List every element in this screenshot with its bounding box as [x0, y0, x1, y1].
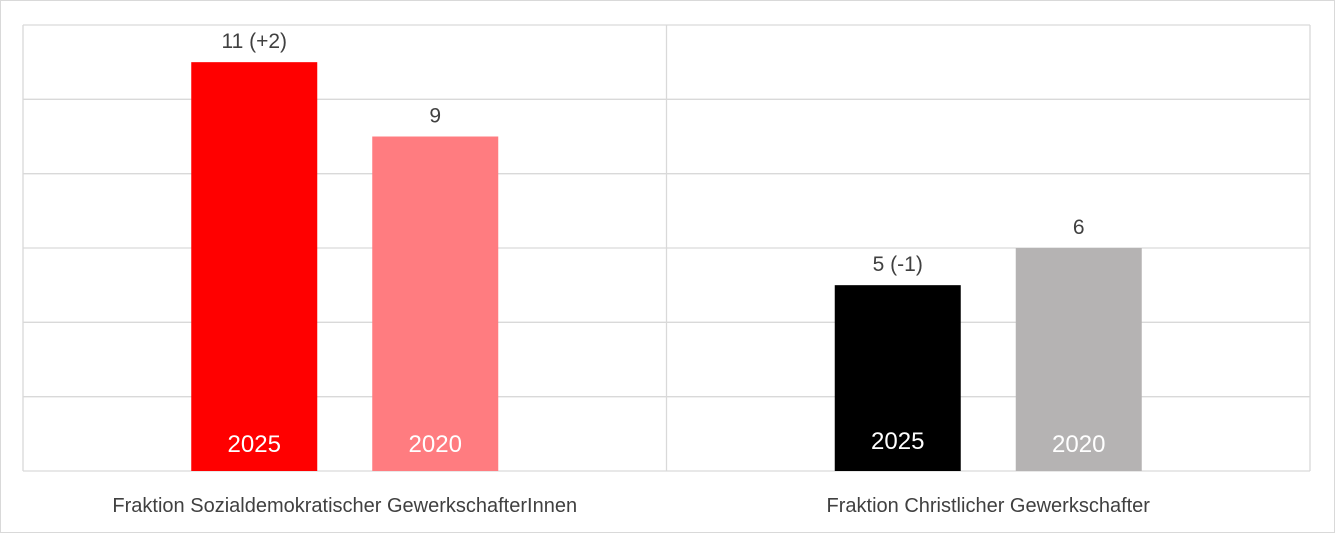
bar-2025 — [834, 285, 961, 471]
bar-value-label: 11 (+2) — [221, 30, 287, 53]
bar-2025 — [191, 62, 318, 472]
bar-year-label: 2025 — [871, 428, 924, 455]
labels-group: 11 (+2) 2025 9 2020 Fraktion Sozialdemokrati… — [112, 30, 1150, 517]
category-label: Fraktion Sozialdemokratischer Gewerkscha… — [112, 495, 577, 517]
bar-2020 — [1015, 248, 1142, 471]
bar-2020 — [372, 136, 499, 471]
bars-group — [191, 62, 1142, 472]
bar-year-label: 2020 — [409, 431, 462, 458]
bar-value-label: 9 — [429, 105, 441, 128]
bar-value-label: 6 — [1073, 216, 1085, 239]
bar-year-label: 2025 — [228, 431, 281, 458]
category-label: Fraktion Christlicher Gewerkschafter — [827, 495, 1151, 517]
bar-year-label: 2020 — [1052, 431, 1105, 458]
bar-value-label: 5 (-1) — [873, 253, 923, 276]
